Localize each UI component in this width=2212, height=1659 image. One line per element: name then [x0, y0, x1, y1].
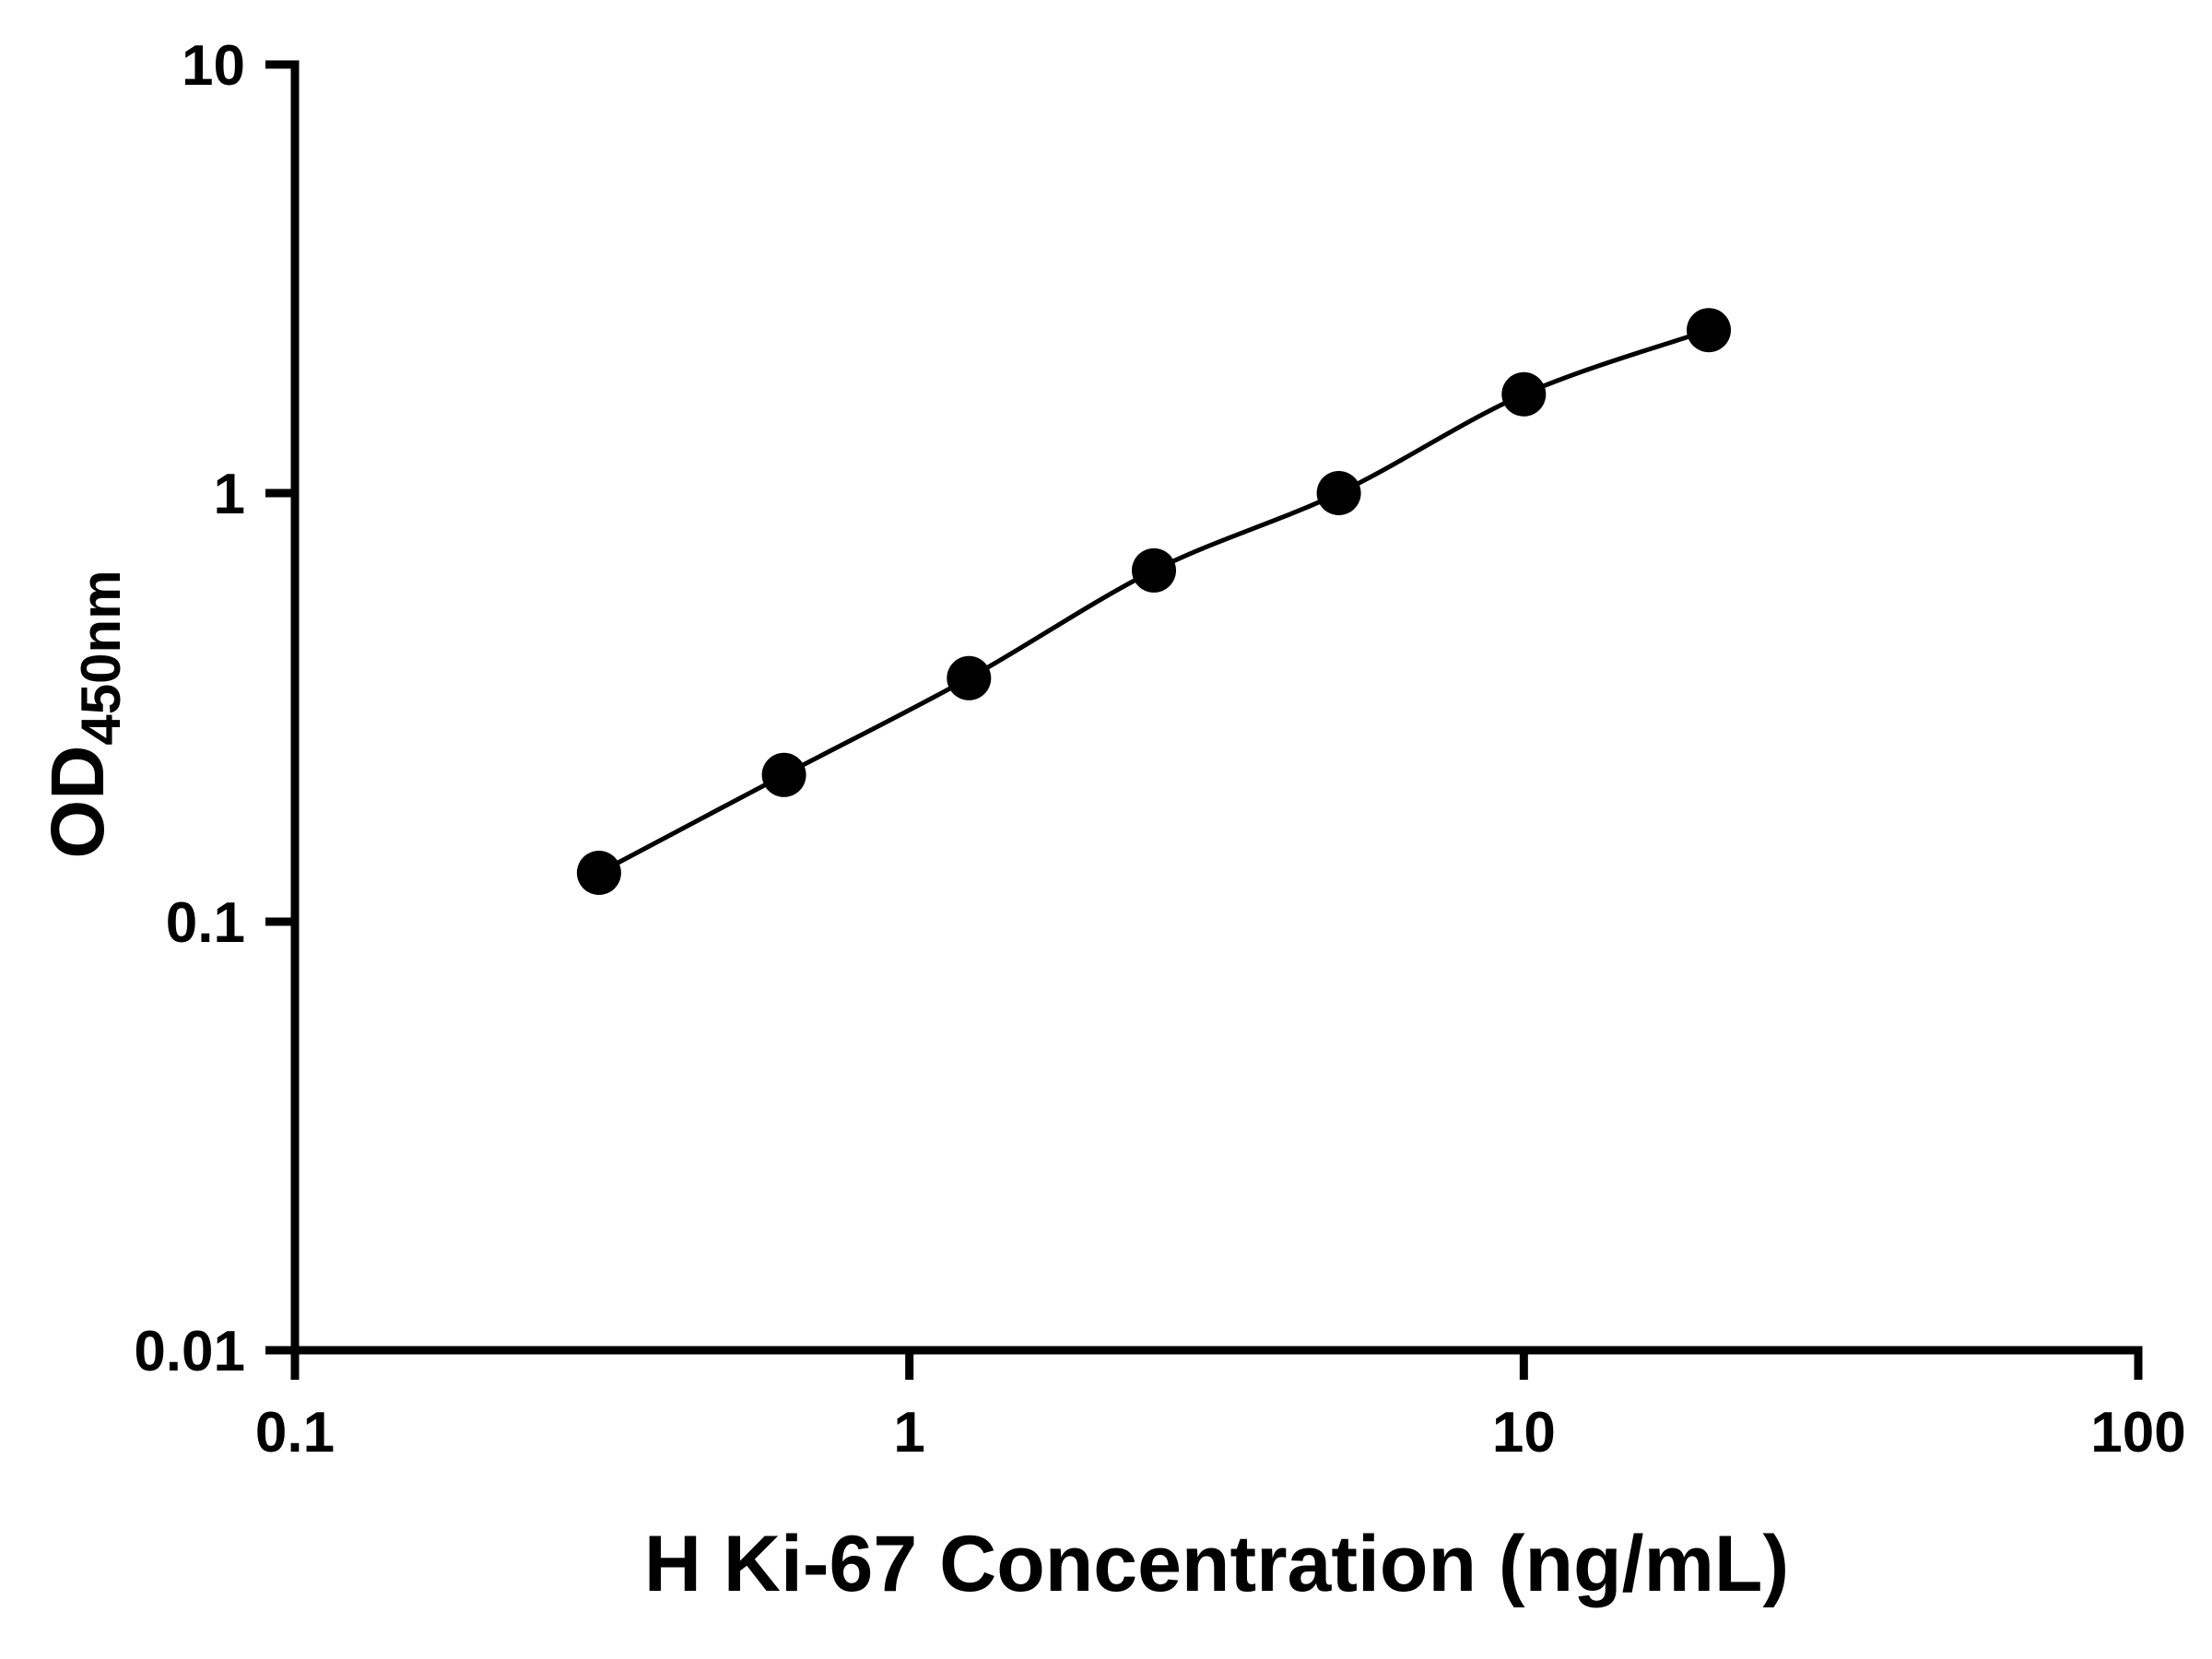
x-axis-tick-label: 0.1 — [255, 1401, 335, 1465]
y-axis-tick-label: 10 — [182, 34, 245, 98]
x-axis-tick-label: 1 — [893, 1401, 924, 1465]
x-axis-title: H Ki-67 Concentration (ng/mL) — [643, 1520, 1790, 1608]
data-point — [1501, 371, 1547, 417]
y-axis-tick-label: 0.1 — [166, 891, 245, 955]
data-point — [1132, 547, 1176, 593]
y-axis-title-subscript: 450nm — [70, 570, 132, 746]
x-axis-tick-label: 100 — [2090, 1401, 2185, 1465]
data-point — [1316, 471, 1361, 515]
data-point — [1687, 308, 1731, 353]
data-point — [947, 655, 992, 700]
x-axis-tick-label: 10 — [1492, 1401, 1556, 1465]
axes — [290, 60, 2143, 1355]
data-point — [576, 851, 621, 895]
y-axis-title-main: OD — [36, 745, 120, 859]
standard-curve-line — [597, 327, 1710, 876]
y-axis-tick-label: 1 — [214, 463, 245, 526]
y-axis-tick-label: 0.01 — [134, 1320, 245, 1383]
y-axis-title: OD450nm — [28, 438, 132, 991]
data-point — [761, 752, 806, 797]
